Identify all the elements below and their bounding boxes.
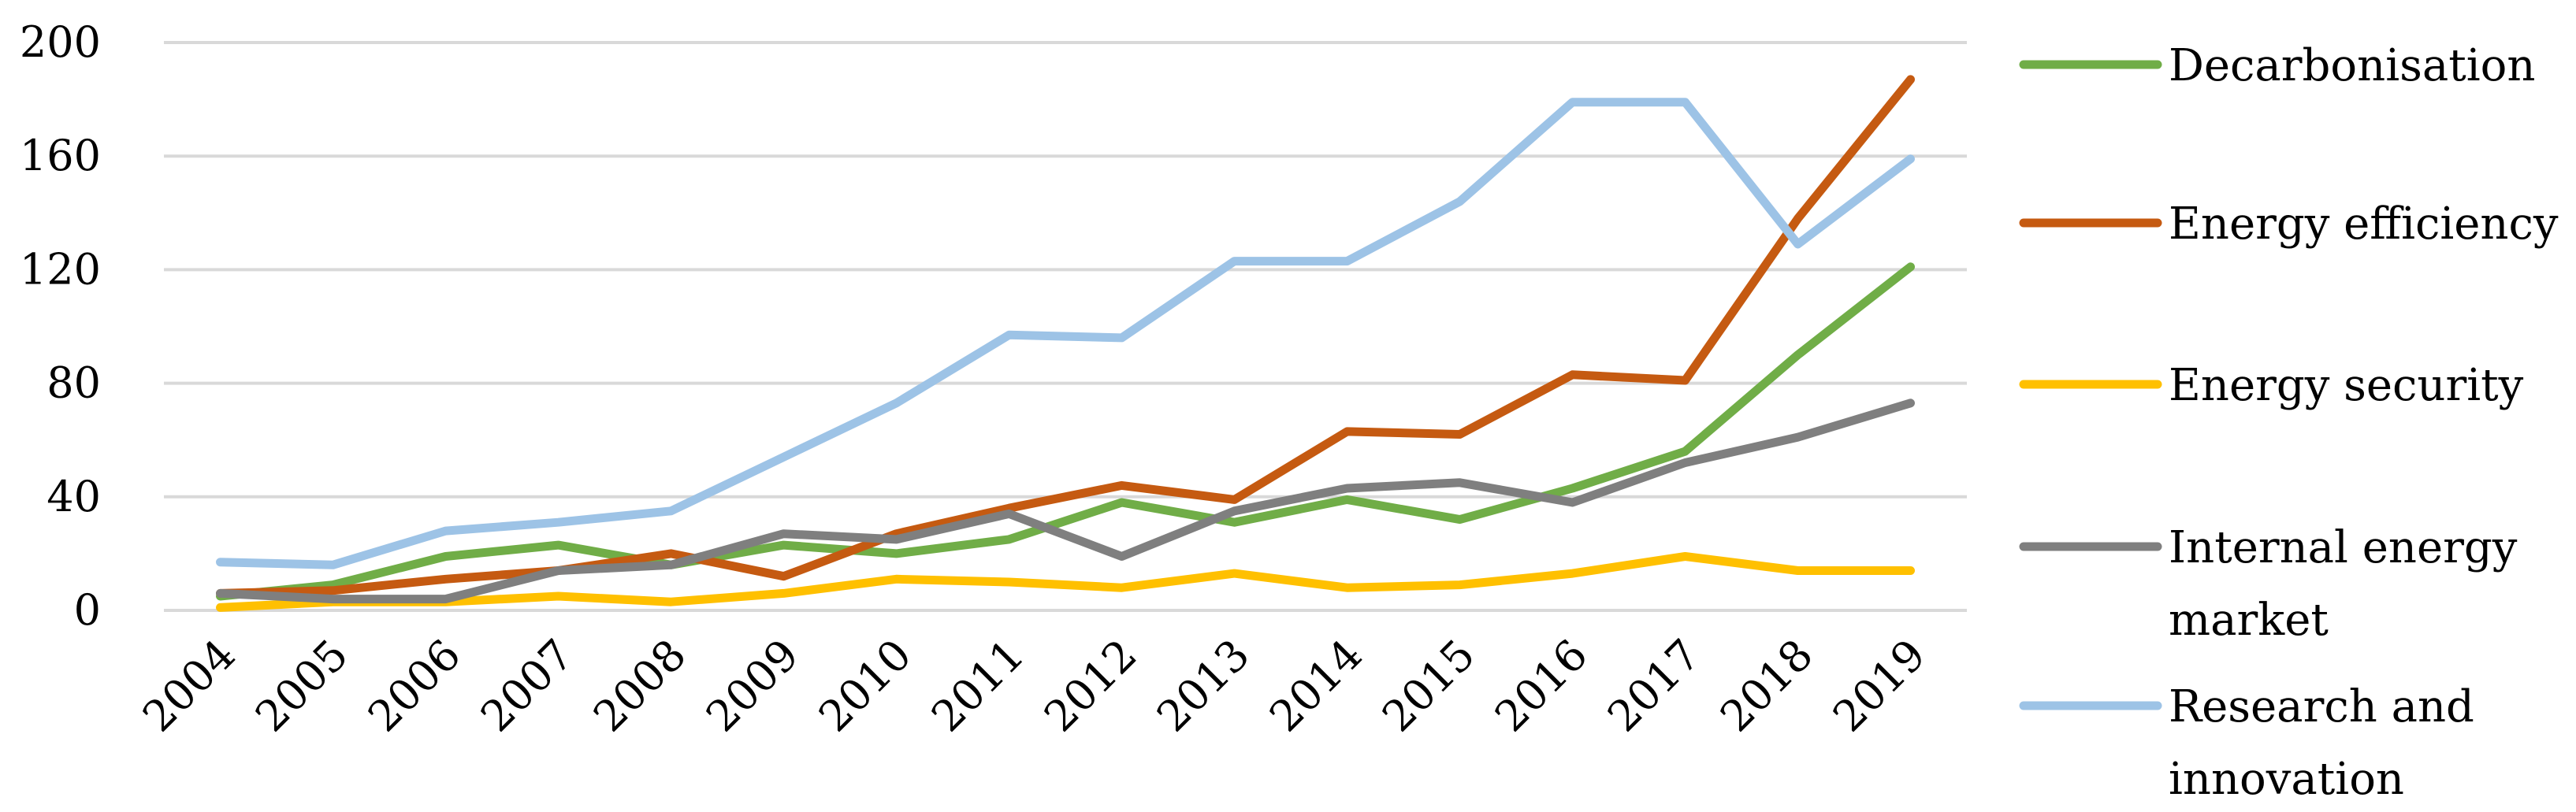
series-line-research-and-innovation (216, 98, 1915, 569)
legend-label: Energy efficiency (2169, 198, 2559, 250)
y-tick-label: 120 (20, 244, 101, 294)
y-tick-label: 0 (74, 585, 101, 635)
legend-label: Energy security (2169, 360, 2524, 411)
x-tick-label: 2018 (1711, 630, 1823, 742)
x-tick-label: 2008 (584, 630, 696, 742)
x-tick-label: 2019 (1823, 630, 1935, 742)
series-line-energy-security (216, 552, 1915, 612)
y-tick-label: 40 (46, 472, 101, 521)
legend-label: Research and innovation (2169, 681, 2474, 805)
x-tick-label: 2016 (1485, 630, 1597, 742)
gridlines (164, 41, 1967, 612)
y-tick-label: 160 (20, 131, 101, 180)
series-line-internal-energy-market (216, 399, 1915, 604)
x-tick-label: 2006 (359, 630, 470, 742)
x-axis: 2004 2005 2006 2007 2008 2009 2010 2011 2012 2013… (133, 630, 1935, 742)
x-tick-label: 2017 (1598, 630, 1710, 742)
y-tick-label: 200 (20, 17, 101, 67)
x-tick-label: 2011 (922, 630, 1034, 742)
x-tick-label: 2013 (1147, 630, 1259, 742)
y-tick-label: 80 (46, 358, 101, 408)
y-axis: 0 40 80 120 160 200 (20, 17, 101, 635)
x-tick-label: 2007 (471, 630, 583, 742)
legend-label: Decarbonisation (2169, 40, 2535, 91)
x-tick-label: 2010 (809, 630, 921, 742)
series-lines (216, 75, 1915, 612)
x-tick-label: 2015 (1373, 630, 1485, 742)
series-line-decarbonisation (216, 262, 1915, 601)
x-tick-label: 2012 (1035, 630, 1147, 742)
x-tick-label: 2004 (133, 630, 245, 742)
legend: Decarbonisation Energy efficiency Energy s… (2019, 40, 2559, 805)
legend-label: Internal energy market (2169, 522, 2518, 646)
x-tick-label: 2009 (697, 630, 808, 742)
series-line-energy-efficiency (216, 75, 1915, 598)
x-tick-label: 2014 (1260, 630, 1372, 742)
x-tick-label: 2005 (246, 630, 358, 742)
